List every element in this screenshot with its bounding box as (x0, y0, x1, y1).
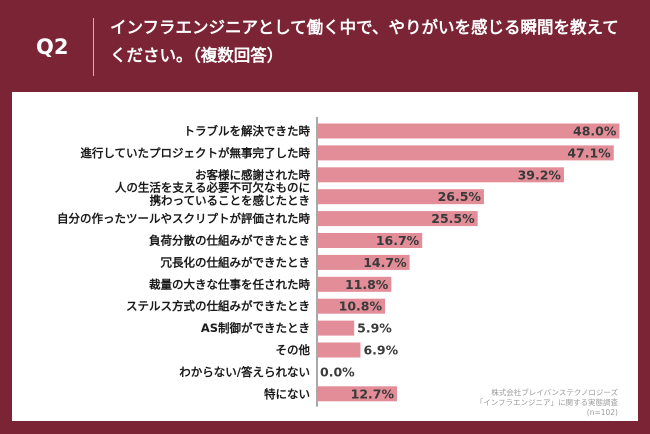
bar-4 (317, 211, 478, 227)
value-label-0: 48.0% (573, 124, 617, 139)
category-label-12: 特にない (264, 387, 310, 401)
bar-chart: トラブルを解決できた時 48.0% 進行していたプロジェクトが無事完了した時 47.1… (57, 117, 620, 407)
category-label-6: 冗長化の仕組みができたとき (160, 255, 311, 269)
value-label-3: 26.5% (438, 189, 482, 204)
bar-3 (317, 189, 484, 205)
bar-5 (317, 233, 423, 248)
value-label-10: 6.9% (363, 343, 398, 358)
value-label-2: 39.2% (518, 167, 562, 182)
bar-1 (317, 145, 614, 161)
value-label-8: 10.8% (339, 299, 383, 314)
source-company: 株式会社ブレイバンステクノロジーズ (491, 388, 618, 397)
value-label-6: 14.7% (363, 255, 407, 270)
source-note: 株式会社ブレイバンステクノロジーズ 「インフラエンジニア」に関する実態調査 (n… (476, 388, 618, 418)
header: Q2 インフラエンジニアとして働く中で、やりがいを感じる瞬間を教えてください。（… (0, 0, 650, 90)
category-label-10: その他 (276, 343, 311, 357)
value-label-1: 47.1% (567, 145, 611, 160)
chart-panel: トラブルを解決できた時 48.0% 進行していたプロジェクトが無事完了した時 47.1… (12, 92, 638, 421)
category-label-11: わからない/答えられない (179, 365, 310, 379)
category-label-5: 負荷分散の仕組みができたとき (149, 234, 310, 248)
bar-9 (317, 320, 355, 336)
category-label-7: 裁量の大きな仕事を任された時 (149, 277, 310, 291)
category-label-3: 人の生活を支える必要不可欠なものに携わっていることを感じたとき (115, 181, 310, 208)
category-label-9: AS制御ができたとき (201, 321, 310, 335)
bar-6 (317, 254, 410, 270)
bar-8 (317, 298, 386, 314)
bar-10 (317, 342, 361, 358)
bravance-logo: braVance (14, 405, 86, 423)
bar-0 (317, 123, 620, 139)
question-title: インフラエンジニアとして働く中で、やりがいを感じる瞬間を教えてください。（複数回… (110, 18, 619, 65)
value-label-5: 16.7% (376, 233, 420, 248)
header-divider (93, 18, 94, 76)
category-label-2: お客様に感謝された時 (195, 168, 310, 182)
bar-2 (317, 167, 564, 183)
source-survey: 「インフラエンジニア」に関する実態調査 (475, 398, 618, 407)
value-label-12: 12.7% (351, 386, 395, 401)
value-label-4: 25.5% (431, 211, 475, 226)
category-label-4: 自分の作ったツールやスクリプトが評価された時 (57, 212, 310, 226)
value-label-7: 11.8% (345, 277, 389, 292)
category-label-1: 進行していたプロジェクトが無事完了した時 (80, 146, 310, 160)
bar-12 (317, 386, 398, 402)
value-label-9: 5.9% (357, 321, 392, 336)
value-label-11: 0.0% (320, 364, 355, 379)
category-label-8: ステルス方式の仕組みができたとき (126, 299, 310, 313)
bar-7 (317, 276, 392, 292)
question-number: Q2 (36, 35, 69, 59)
category-label-0: トラブルを解決できた時 (184, 124, 311, 138)
source-sample-size: (n=102) (586, 408, 618, 417)
